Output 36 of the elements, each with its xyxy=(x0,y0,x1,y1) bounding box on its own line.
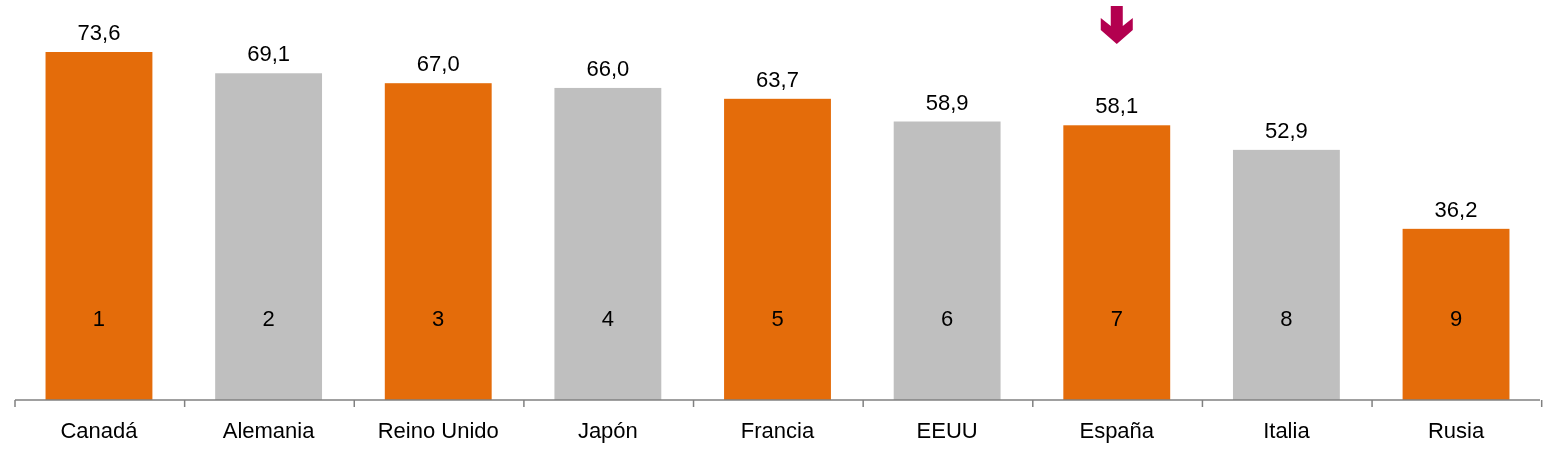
data-label: 58,1 xyxy=(1095,93,1139,119)
annotation: 2 xyxy=(262,305,275,331)
annotation: 7 xyxy=(1110,305,1123,331)
data-label: 73,6 xyxy=(77,20,121,45)
x-tick-label: Italia xyxy=(1263,417,1311,443)
x-tick-label: Rusia xyxy=(1427,417,1485,443)
data-label: 63,7 xyxy=(756,66,799,92)
annotation: 8 xyxy=(1280,305,1293,331)
bar xyxy=(384,83,492,400)
bar xyxy=(215,73,323,400)
annotation: 4 xyxy=(601,305,614,331)
bar xyxy=(724,98,831,400)
bar xyxy=(1402,228,1510,400)
bar xyxy=(1063,125,1171,400)
data-label: 52,9 xyxy=(1264,117,1308,143)
data-label: 69,1 xyxy=(247,41,291,67)
data-label: 67,0 xyxy=(416,51,460,77)
x-tick-label: Canadá xyxy=(60,417,139,443)
annotation: 5 xyxy=(771,305,784,331)
bar xyxy=(1232,149,1340,400)
annotation: 9 xyxy=(1449,305,1463,331)
x-tick-label: Reino Unido xyxy=(377,417,499,443)
x-tick-label: EEUU xyxy=(916,417,978,443)
x-tick-label: España xyxy=(1079,417,1155,443)
x-tick-label: Japón xyxy=(577,417,638,443)
bar xyxy=(45,52,153,400)
data-label: 58,9 xyxy=(925,89,969,115)
bar xyxy=(554,87,662,400)
annotation: 1 xyxy=(92,305,106,331)
x-tick-label: Alemania xyxy=(222,417,316,443)
x-tick-label: Francia xyxy=(740,417,815,443)
annotation: 3 xyxy=(432,305,445,331)
data-label: 66,0 xyxy=(586,55,630,81)
bar xyxy=(893,121,1001,400)
data-label: 36,2 xyxy=(1434,196,1478,222)
annotation: 6 xyxy=(941,305,954,331)
